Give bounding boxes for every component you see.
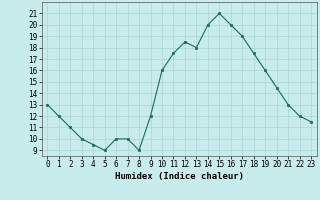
X-axis label: Humidex (Indice chaleur): Humidex (Indice chaleur) xyxy=(115,172,244,181)
